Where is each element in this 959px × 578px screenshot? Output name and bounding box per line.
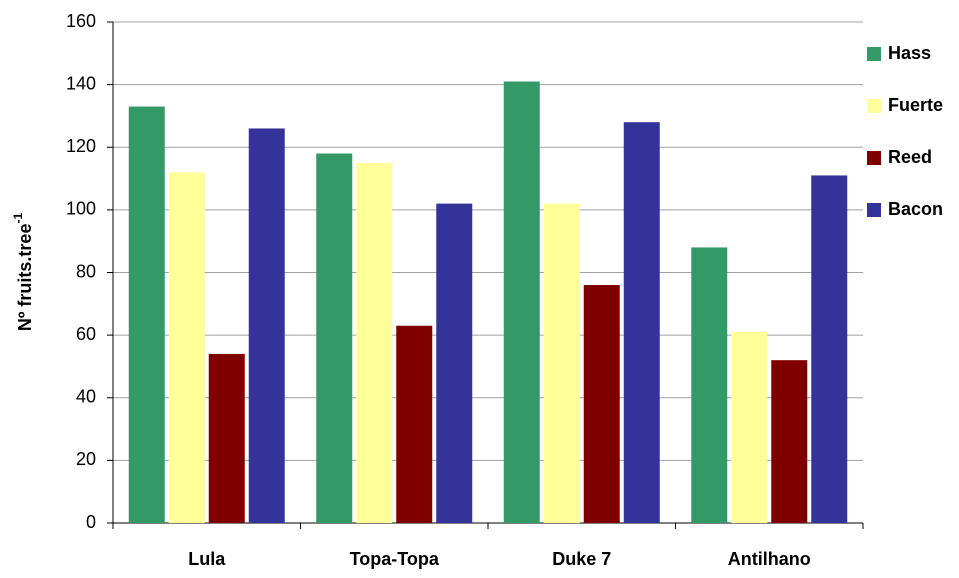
legend-label: Reed	[888, 147, 932, 167]
legend-swatch	[867, 151, 881, 165]
bar	[691, 247, 728, 523]
y-tick-label: 100	[66, 199, 96, 219]
bar	[396, 325, 433, 523]
legend-label: Bacon	[888, 199, 943, 219]
bar	[316, 153, 353, 523]
bar	[731, 331, 768, 523]
y-tick-label: 60	[76, 324, 96, 344]
bar	[811, 175, 848, 523]
y-tick-label: 140	[66, 73, 96, 93]
bar	[503, 81, 540, 524]
y-tick-label: 160	[66, 11, 96, 31]
legend-swatch	[867, 203, 881, 217]
y-tick-label: 80	[76, 261, 96, 281]
legend-swatch	[867, 47, 881, 61]
bar	[583, 285, 620, 523]
x-tick-label: Duke 7	[552, 549, 611, 569]
x-tick-label: Topa-Topa	[350, 549, 440, 569]
bar	[436, 203, 473, 524]
y-axis-label-text: Nº fruits.tree	[15, 224, 35, 332]
bar	[356, 162, 393, 523]
bar	[771, 360, 808, 523]
x-tick-label: Antilhano	[728, 549, 811, 569]
bar	[623, 122, 660, 523]
y-axis-label: Nº fruits.tree-1	[11, 213, 35, 332]
y-tick-label: 120	[66, 136, 96, 156]
bar	[543, 203, 580, 524]
bar	[168, 172, 205, 524]
legend-label: Hass	[888, 43, 931, 63]
bar	[208, 353, 245, 523]
bar	[128, 106, 165, 523]
y-tick-label: 0	[86, 512, 96, 532]
y-tick-label: 20	[76, 449, 96, 469]
y-tick-label: 40	[76, 387, 96, 407]
legend-label: Fuerte	[888, 95, 943, 115]
bar	[248, 128, 285, 523]
y-axis-label-sup: -1	[11, 213, 25, 224]
legend-swatch	[867, 99, 881, 113]
x-tick-label: Lula	[188, 549, 226, 569]
